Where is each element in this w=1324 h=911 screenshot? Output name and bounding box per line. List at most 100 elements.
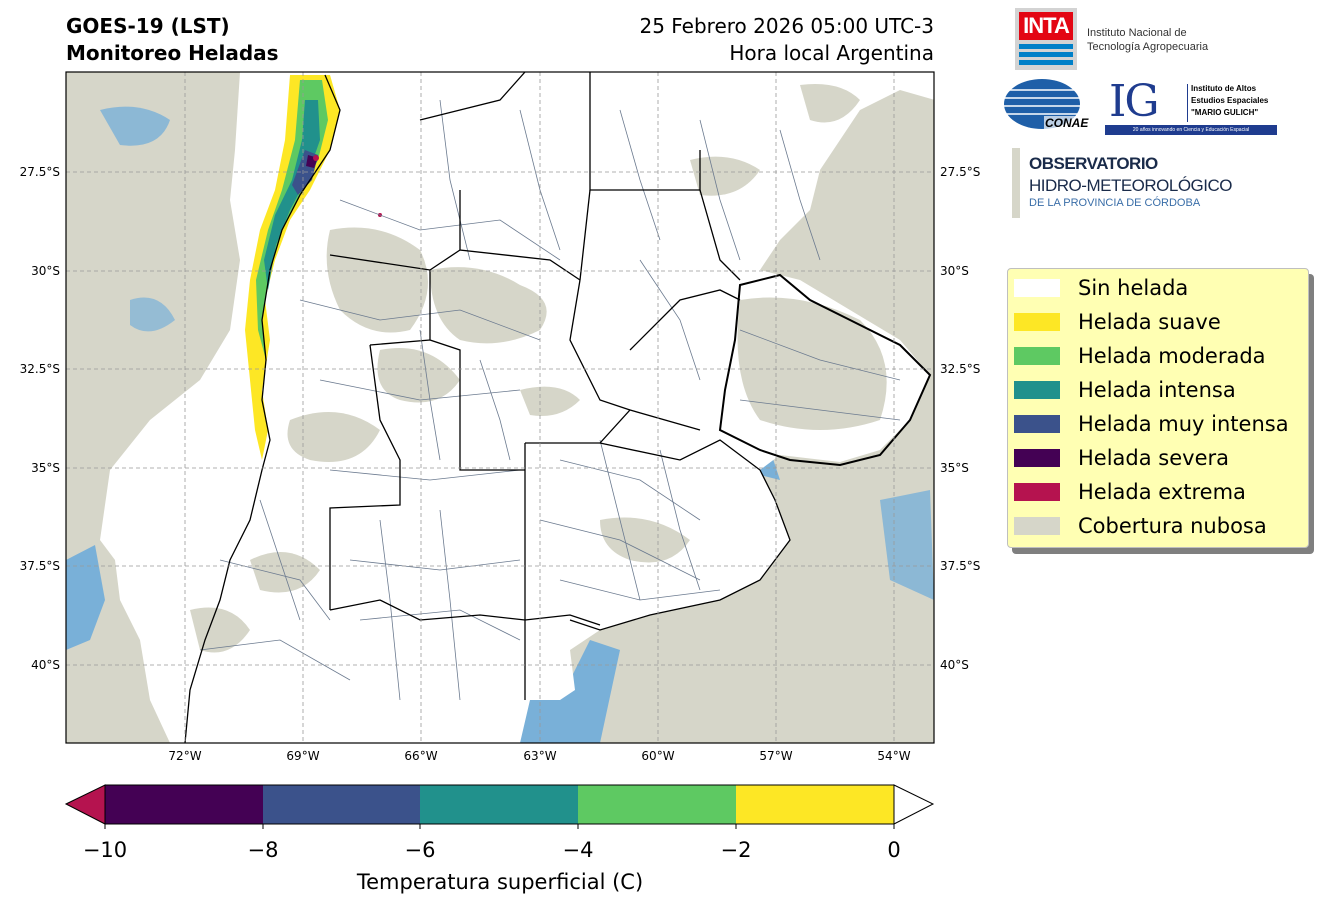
lon-tick: 66°W xyxy=(404,749,438,763)
legend-swatch xyxy=(1014,381,1060,399)
date-time: 25 Febrero 2026 05:00 UTC-3 xyxy=(639,14,934,38)
legend-item: Helada muy intensa xyxy=(1014,409,1289,439)
cloud-patch xyxy=(250,552,320,593)
colorbar-segment xyxy=(578,785,736,824)
lat-tick-right: 37.5°S xyxy=(940,559,981,573)
legend-label: Helada severa xyxy=(1078,446,1229,470)
colorbar-segment xyxy=(736,785,894,824)
colorbar-tick: −4 xyxy=(562,838,594,862)
legend-item: Helada extrema xyxy=(1014,477,1246,507)
water-patch xyxy=(880,490,934,600)
colorbar-tick: −8 xyxy=(247,838,279,862)
inta-name-line1: Instituto Nacional de xyxy=(1087,27,1187,39)
legend-swatch xyxy=(1014,415,1060,433)
inta-logo: INTA xyxy=(1015,8,1077,70)
colorbar-segment xyxy=(263,785,420,824)
water-patch xyxy=(100,106,170,146)
inta-mark: INTA xyxy=(1019,12,1073,40)
colorbar-under-triangle xyxy=(64,784,106,825)
cloud-patch xyxy=(377,348,460,403)
conae-label: CONAE xyxy=(1044,116,1090,130)
lat-tick-left: 37.5°S xyxy=(19,559,60,573)
lat-tick-right: 35°S xyxy=(940,461,969,475)
legend-label: Helada intensa xyxy=(1078,378,1236,402)
lon-tick: 57°W xyxy=(759,749,793,763)
lat-tick-right: 30°S xyxy=(940,264,969,278)
legend-item: Helada severa xyxy=(1014,443,1229,473)
colorbar-tick: 0 xyxy=(887,838,901,862)
colorbar-tick: −6 xyxy=(404,838,436,862)
lon-tick: 54°W xyxy=(877,749,911,763)
uruguay-border xyxy=(718,273,932,467)
legend-item: Sin helada xyxy=(1014,273,1188,303)
cloud-patch xyxy=(800,84,860,123)
gridlines xyxy=(66,72,934,743)
frost-intense-band xyxy=(264,100,320,290)
observatorio-bar xyxy=(1012,148,1020,218)
lat-tick-left: 27.5°S xyxy=(19,165,60,179)
observatorio-line2: HIDRO-METEOROLÓGICO xyxy=(1029,176,1233,195)
map-frame xyxy=(65,71,935,744)
water-patch xyxy=(130,297,175,332)
department-lines xyxy=(199,99,901,701)
ig-line2: Estudios Espaciales xyxy=(1191,96,1269,105)
lat-tick-left: 32.5°S xyxy=(19,362,60,376)
cloud-patch xyxy=(690,156,760,196)
lat-tick-right: 40°S xyxy=(940,658,969,672)
map-subtitle: Monitoreo Heladas xyxy=(66,41,279,65)
lat-tick-right: 32.5°S xyxy=(940,362,981,376)
legend-label: Helada extrema xyxy=(1078,480,1246,504)
lon-tick: 63°W xyxy=(523,749,557,763)
lon-tick: 60°W xyxy=(641,749,675,763)
lat-tick-left: 35°S xyxy=(31,461,60,475)
frost-extreme-spot xyxy=(313,155,319,161)
colorbar-segment xyxy=(420,785,578,824)
cloud-patch xyxy=(430,267,547,344)
colorbar-tick: −2 xyxy=(720,838,752,862)
ig-tagline: 20 años innovando en Ciencia y Educación… xyxy=(1105,125,1277,135)
legend-swatch xyxy=(1014,347,1060,365)
lat-tick-left: 40°S xyxy=(31,658,60,672)
legend-label: Cobertura nubosa xyxy=(1078,514,1267,538)
legend: Sin helada Helada suave Helada moderada … xyxy=(1007,268,1309,548)
map-area xyxy=(66,72,934,743)
legend-item: Helada intensa xyxy=(1014,375,1236,405)
province-borders xyxy=(184,72,791,743)
lon-tick: 69°W xyxy=(286,749,320,763)
colorbar xyxy=(64,784,935,829)
legend-swatch xyxy=(1014,313,1060,331)
legend-item: Cobertura nubosa xyxy=(1014,511,1267,541)
legend-swatch xyxy=(1014,279,1060,297)
timezone-label: Hora local Argentina xyxy=(729,41,934,65)
inta-name-line2: Tecnología Agropecuaria xyxy=(1087,41,1209,53)
cloud-patch xyxy=(520,386,580,416)
legend-label: Sin helada xyxy=(1078,276,1189,300)
lon-tick: 72°W xyxy=(168,749,202,763)
legend-swatch xyxy=(1014,449,1060,467)
colorbar-segment xyxy=(105,785,263,824)
observatorio-line3: DE LA PROVINCIA DE CÓRDOBA xyxy=(1029,197,1201,209)
ig-mark: IG xyxy=(1109,76,1160,127)
cloud-patch xyxy=(326,227,428,333)
observatorio-line1: OBSERVATORIO xyxy=(1029,154,1158,173)
legend-swatch xyxy=(1014,517,1060,535)
lat-tick-left: 30°S xyxy=(31,264,60,278)
ig-logo: IG Instituto de Altos Estudios Espaciale… xyxy=(1105,76,1277,136)
colorbar-tick: −10 xyxy=(82,838,128,862)
colorbar-label: Temperatura superficial (C) xyxy=(356,870,644,894)
ig-line1: Instituto de Altos xyxy=(1191,84,1257,93)
map-title: GOES-19 (LST) xyxy=(66,14,230,38)
legend-label: Helada moderada xyxy=(1078,344,1266,368)
legend-swatch xyxy=(1014,483,1060,501)
water-patch xyxy=(66,545,105,650)
lat-tick-right: 27.5°S xyxy=(940,165,981,179)
legend-item: Helada suave xyxy=(1014,307,1221,337)
cloud-patch xyxy=(737,297,887,430)
colorbar-over-triangle xyxy=(893,784,935,825)
legend-item: Helada moderada xyxy=(1014,341,1266,371)
ig-line3: "MARIO GULICH" xyxy=(1191,108,1259,117)
legend-label: Helada suave xyxy=(1078,310,1221,334)
cloud-patch xyxy=(287,412,380,462)
legend-label: Helada muy intensa xyxy=(1078,412,1289,436)
